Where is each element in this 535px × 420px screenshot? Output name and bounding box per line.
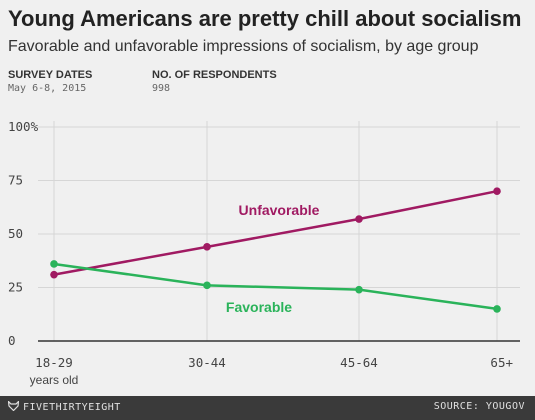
series-line-favorable <box>53 262 498 311</box>
footer: FIVETHIRTYEIGHT SOURCE: YOUGOV <box>0 396 535 420</box>
series-lines <box>53 189 498 311</box>
series-label-favorable: Favorable <box>226 299 292 315</box>
footer-brand: FIVETHIRTYEIGHT <box>8 401 121 413</box>
data-point-favorable <box>493 305 501 313</box>
x-tick-label: 30-44 <box>188 355 226 370</box>
data-point-unfavorable <box>493 187 501 195</box>
chart-grid <box>38 121 520 342</box>
y-tick-label: 25 <box>8 280 23 295</box>
survey-dates-label: SURVEY DATES <box>8 69 93 81</box>
data-point-unfavorable <box>50 270 58 279</box>
x-tick-label: 45-64 <box>340 355 378 370</box>
series-line-unfavorable <box>53 189 498 276</box>
survey-dates: SURVEY DATES May 6-8, 2015 <box>8 69 92 94</box>
respondents-label: NO. OF RESPONDENTS <box>152 69 277 81</box>
x-tick-label: 18-29 <box>35 355 73 370</box>
data-point-favorable <box>203 281 211 290</box>
respondents-value: 998 <box>152 83 171 94</box>
series-points <box>50 187 501 313</box>
y-tick-label: 100% <box>8 119 39 134</box>
footer-brand-text: FIVETHIRTYEIGHT <box>23 402 121 413</box>
y-tick-label: 0 <box>8 333 16 348</box>
footer-source: SOURCE: YOUGOV <box>433 401 525 412</box>
data-point-favorable <box>50 260 58 268</box>
x-tick-label: 65+ <box>490 355 513 370</box>
y-tick-label: 50 <box>8 226 23 241</box>
survey-dates-value: May 6-8, 2015 <box>8 83 87 94</box>
data-point-unfavorable <box>355 215 363 223</box>
series-label-unfavorable: Unfavorable <box>239 202 320 218</box>
y-tick-label: 75 <box>8 173 23 188</box>
data-point-favorable <box>355 285 363 294</box>
respondents-count: NO. OF RESPONDENTS 998 <box>152 69 277 94</box>
fox-icon <box>8 401 19 411</box>
chart-subtitle: Favorable and unfavorable impressions of… <box>8 38 479 55</box>
y-axis: 0 25 50 75 100% <box>8 119 39 348</box>
data-point-unfavorable <box>203 243 211 251</box>
chart-title: Young Americans are pretty chill about s… <box>8 6 522 31</box>
x-tick-sublabel: years old <box>30 373 79 387</box>
x-axis: 18-29 years old 30-44 45-64 65+ <box>30 355 513 387</box>
